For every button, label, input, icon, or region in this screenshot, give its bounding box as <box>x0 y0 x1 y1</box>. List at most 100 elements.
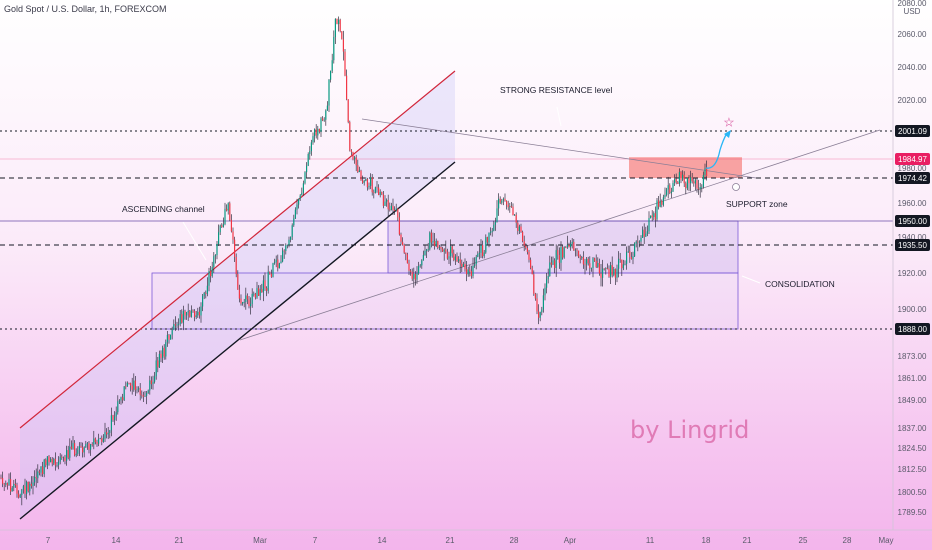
candle-body <box>277 259 279 269</box>
y-tick-label: 1920.00 <box>898 269 927 278</box>
candle-body <box>355 157 357 166</box>
candle-body <box>13 483 15 488</box>
candle-body <box>427 249 429 251</box>
candle-body <box>533 274 535 294</box>
candle-body <box>330 70 332 80</box>
candle-body <box>243 301 245 303</box>
price-label: 1950.00 <box>898 217 927 226</box>
candle-body <box>91 444 93 446</box>
long-support-trendline <box>239 129 881 341</box>
candle-body <box>379 191 381 196</box>
candle-body <box>301 192 303 196</box>
candle-body <box>530 259 532 269</box>
candle-body <box>214 255 216 257</box>
candle-body <box>154 376 156 382</box>
candle-body <box>675 179 677 183</box>
candle-body <box>410 270 412 272</box>
candle-body <box>632 256 634 260</box>
candle-body <box>522 231 524 242</box>
candle-body <box>62 457 64 458</box>
candle-body <box>483 252 485 257</box>
y-tick-label: 1849.00 <box>898 396 927 405</box>
candle-body <box>18 493 20 498</box>
candle-body <box>648 218 650 232</box>
candle-body <box>0 477 2 479</box>
candle-body <box>90 444 92 450</box>
candle-body <box>590 267 592 269</box>
candle-body <box>291 225 293 237</box>
ascending-channel-fill <box>20 71 455 519</box>
candle-body <box>219 225 221 233</box>
candle-body <box>594 258 596 261</box>
candle-body <box>693 181 695 184</box>
x-tick-label: 25 <box>799 536 808 545</box>
candle-body <box>686 177 688 189</box>
candle-body <box>370 177 372 186</box>
arrow-head <box>724 130 731 138</box>
candle-body <box>328 79 330 106</box>
y-tick-label: 2080.00 <box>898 0 927 8</box>
candle-body <box>37 471 39 479</box>
candle-body <box>232 231 234 240</box>
candle-body <box>24 486 26 494</box>
candle-body <box>584 264 586 266</box>
candle-body <box>176 324 178 326</box>
candle-body <box>250 303 252 307</box>
candle-body <box>299 195 301 199</box>
candle-body <box>98 438 100 444</box>
candle-body <box>525 245 527 248</box>
candle-body <box>216 243 218 256</box>
candle-body <box>421 260 423 266</box>
candle-body <box>562 246 564 258</box>
candle-body <box>352 151 354 160</box>
candle-body <box>182 311 184 323</box>
candle-body <box>581 257 583 259</box>
candle-body <box>682 174 684 180</box>
candle-body <box>187 310 189 313</box>
candle-body <box>45 459 47 466</box>
candle-body <box>179 314 181 325</box>
annotation-support-zone: SUPPORT zone <box>726 199 788 209</box>
candle-body <box>534 293 536 299</box>
candle-body <box>606 268 608 269</box>
candle-body <box>306 165 308 173</box>
candle-body <box>570 243 572 248</box>
candle-body <box>67 450 69 458</box>
candle-body <box>117 401 119 413</box>
candle-body <box>51 458 53 464</box>
candle-body <box>205 292 207 294</box>
candle-body <box>634 243 636 257</box>
candle-body <box>646 231 648 234</box>
candle-body <box>96 442 98 444</box>
candle-body <box>259 289 261 296</box>
candle-body <box>440 247 442 249</box>
candle-body <box>158 353 160 368</box>
watermark: by Lingrid <box>630 416 749 444</box>
candle-body <box>262 280 264 293</box>
candle-body <box>170 334 172 340</box>
y-tick-label: 1800.50 <box>898 488 927 497</box>
candle-body <box>210 271 212 277</box>
candle-body <box>517 222 519 231</box>
price-label: 2001.09 <box>898 127 927 136</box>
candle-body <box>8 479 10 486</box>
candle-body <box>77 449 79 454</box>
target-star-icon: ★ <box>724 116 734 129</box>
candle-body <box>493 224 495 231</box>
candle-body <box>155 360 157 377</box>
candle-body <box>538 311 540 318</box>
candle-body <box>702 175 704 187</box>
candle-body <box>422 255 424 261</box>
candle-body <box>645 233 647 237</box>
annotation-consolidation: CONSOLIDATION <box>765 279 835 289</box>
candle-body <box>374 187 376 193</box>
candle-body <box>688 177 690 184</box>
candle-body <box>78 446 80 450</box>
candle-body <box>283 250 285 252</box>
candle-body <box>446 251 448 259</box>
candle-body <box>592 258 594 268</box>
candle-body <box>349 122 351 151</box>
candle-body <box>286 244 288 246</box>
candle-body <box>94 438 96 443</box>
candle-body <box>448 256 450 259</box>
